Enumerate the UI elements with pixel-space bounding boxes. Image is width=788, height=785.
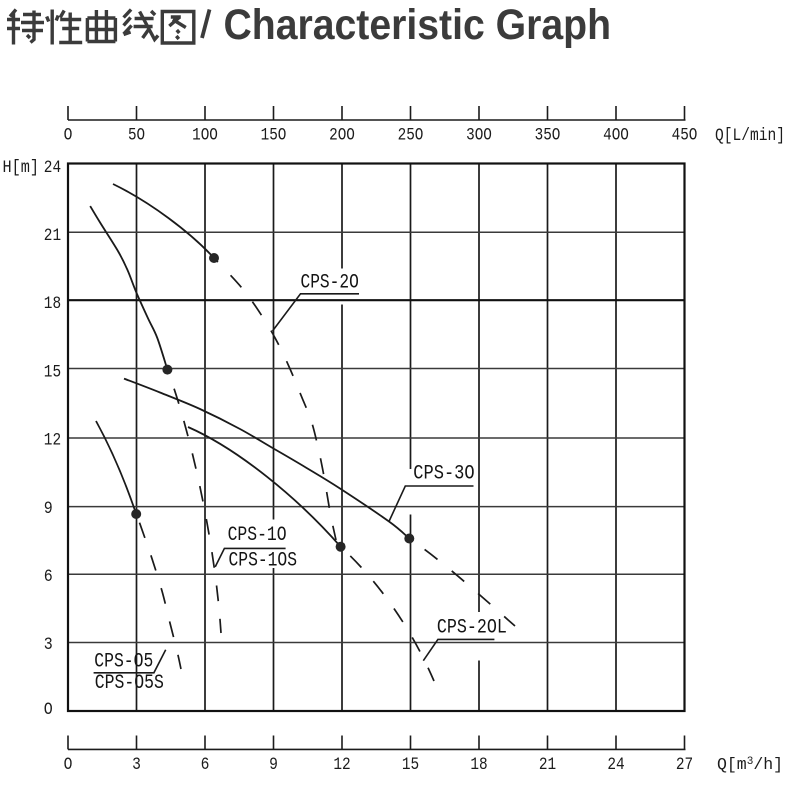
svg-text:35O: 35O (535, 125, 561, 145)
svg-text:21: 21 (539, 755, 556, 775)
svg-text:25O: 25O (398, 125, 424, 145)
svg-text:15: 15 (402, 755, 419, 775)
svg-text:18: 18 (44, 294, 61, 314)
svg-text:24: 24 (44, 158, 61, 178)
svg-text:24: 24 (607, 755, 624, 775)
svg-text:27: 27 (676, 755, 693, 775)
svg-text:O: O (44, 700, 53, 720)
svg-text:Characteristic Graph: Characteristic Graph (224, 1, 612, 49)
svg-text:CPS-1OS: CPS-1OS (229, 550, 298, 573)
svg-text:CPS-3O: CPS-3O (413, 463, 474, 486)
svg-text:CPS-2OL: CPS-2OL (437, 616, 507, 639)
svg-text:CPS-1O: CPS-1O (228, 524, 287, 547)
svg-text:5O: 5O (128, 125, 145, 145)
svg-text:CPS-O5S: CPS-O5S (95, 672, 164, 695)
svg-text:9: 9 (269, 755, 278, 775)
svg-text:9: 9 (44, 499, 53, 519)
svg-text:12: 12 (44, 431, 61, 451)
svg-text:6: 6 (201, 755, 210, 775)
svg-text:21: 21 (44, 226, 61, 246)
svg-text:CPS-2O: CPS-2O (301, 272, 359, 295)
svg-text:H[m]: H[m] (3, 158, 40, 178)
svg-text:4OO: 4OO (603, 125, 629, 145)
svg-text:15O: 15O (261, 125, 287, 145)
svg-text:45O: 45O (672, 125, 698, 145)
svg-text:3: 3 (44, 635, 53, 655)
svg-text:12: 12 (333, 755, 350, 775)
svg-text:CPS-O5: CPS-O5 (94, 651, 153, 674)
svg-text:1OO: 1OO (192, 125, 218, 145)
svg-text:O: O (64, 125, 73, 145)
svg-text:6: 6 (44, 567, 53, 587)
svg-text:18: 18 (470, 755, 487, 775)
svg-text:Q[m3/h]: Q[m3/h] (717, 755, 783, 774)
svg-text:Q[L/min]: Q[L/min] (715, 126, 785, 146)
svg-text:O: O (64, 755, 73, 775)
svg-text:2OO: 2OO (329, 125, 355, 145)
svg-text:3: 3 (132, 755, 141, 775)
svg-text:3OO: 3OO (466, 125, 492, 145)
svg-text:15: 15 (44, 362, 61, 382)
